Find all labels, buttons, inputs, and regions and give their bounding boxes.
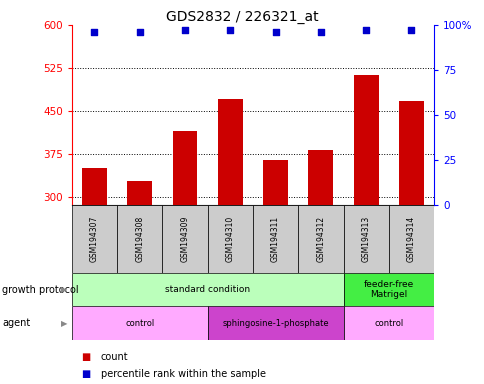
Point — [271, 29, 279, 35]
Bar — [162, 205, 207, 273]
Text: sphingosine-1-phosphate: sphingosine-1-phosphate — [222, 319, 328, 328]
Point — [317, 29, 324, 35]
Text: control: control — [125, 319, 154, 328]
Point — [91, 29, 98, 35]
Text: GSM194309: GSM194309 — [180, 216, 189, 262]
Bar — [72, 273, 343, 306]
Bar — [343, 306, 433, 340]
Text: percentile rank within the sample: percentile rank within the sample — [101, 369, 265, 379]
Bar — [398, 101, 423, 205]
Bar — [298, 205, 343, 273]
Point — [181, 27, 188, 33]
Bar — [172, 131, 197, 205]
Bar — [353, 75, 378, 205]
Text: ▶: ▶ — [61, 319, 68, 328]
Point — [136, 29, 143, 35]
Bar — [72, 306, 207, 340]
Text: GSM194307: GSM194307 — [90, 216, 99, 262]
Text: ▶: ▶ — [61, 285, 68, 294]
Text: feeder-free
Matrigel: feeder-free Matrigel — [363, 280, 413, 299]
Text: control: control — [373, 319, 403, 328]
Bar — [217, 99, 242, 205]
Bar — [207, 205, 253, 273]
Bar — [117, 205, 162, 273]
Text: count: count — [101, 352, 128, 362]
Bar — [253, 205, 298, 273]
Point — [226, 27, 234, 33]
Text: ■: ■ — [81, 369, 91, 379]
Text: standard condition: standard condition — [165, 285, 250, 294]
Text: growth protocol: growth protocol — [2, 285, 79, 295]
Text: GSM194312: GSM194312 — [316, 216, 325, 262]
Point — [362, 27, 369, 33]
Text: agent: agent — [2, 318, 30, 328]
Bar — [263, 160, 287, 205]
Bar — [343, 273, 433, 306]
Bar — [343, 205, 388, 273]
Bar — [388, 205, 433, 273]
Text: GSM194314: GSM194314 — [406, 216, 415, 262]
Text: GDS2832 / 226321_at: GDS2832 / 226321_at — [166, 10, 318, 23]
Bar — [207, 306, 343, 340]
Bar — [127, 181, 152, 205]
Point — [407, 27, 414, 33]
Text: ■: ■ — [81, 352, 91, 362]
Bar — [82, 168, 106, 205]
Bar — [72, 205, 117, 273]
Text: GSM194310: GSM194310 — [226, 216, 234, 262]
Text: GSM194313: GSM194313 — [361, 216, 370, 262]
Bar — [308, 150, 333, 205]
Text: GSM194308: GSM194308 — [135, 216, 144, 262]
Text: GSM194311: GSM194311 — [271, 216, 279, 262]
